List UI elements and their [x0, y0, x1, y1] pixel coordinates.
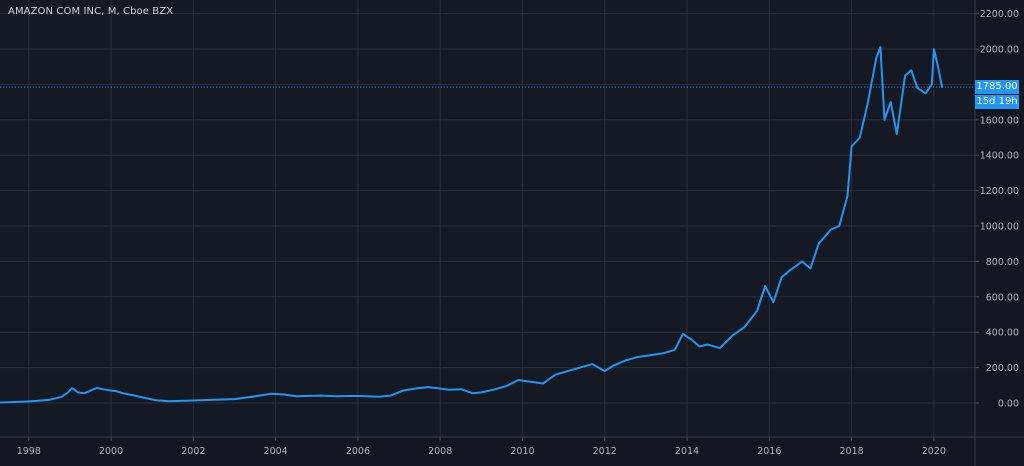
- price-series-line: [0, 46, 944, 404]
- y-tick-label: 800.00: [986, 257, 1019, 268]
- last-price-badge: 1785.00: [975, 80, 1019, 95]
- y-tick-label: 1200.00: [980, 186, 1019, 197]
- x-tick-label: 2008: [428, 446, 452, 457]
- x-tick-label: 2002: [181, 446, 205, 457]
- x-tick-label: 2020: [922, 446, 946, 457]
- x-tick-label: 2006: [346, 446, 370, 457]
- y-tick-label: 200.00: [986, 363, 1019, 374]
- y-tick-label: 400.00: [986, 328, 1019, 339]
- x-tick-label: 2012: [593, 446, 617, 457]
- x-tick-label: 2016: [757, 446, 781, 457]
- x-tick-label: 2004: [264, 446, 288, 457]
- x-tick-label: 2018: [839, 446, 863, 457]
- plot-area[interactable]: [0, 0, 975, 437]
- x-tick-label: 2010: [510, 446, 534, 457]
- x-tick-label: 1998: [17, 446, 41, 457]
- y-tick-label: 600.00: [986, 292, 1019, 303]
- y-tick-label: 1600.00: [980, 115, 1019, 126]
- y-tick-label: 1000.00: [980, 222, 1019, 233]
- y-tick-label: 2000.00: [980, 45, 1019, 56]
- y-tick-label: 1400.00: [980, 151, 1019, 162]
- bar-countdown-badge: 15d 19h: [975, 95, 1019, 110]
- y-tick-label: 0.00: [998, 399, 1019, 410]
- x-tick-label: 2000: [99, 446, 123, 457]
- y-tick-label: 2200.00: [980, 9, 1019, 20]
- x-tick-label: 2014: [675, 446, 699, 457]
- chart-title: AMAZON COM INC, M, Cboe BZX: [8, 6, 174, 17]
